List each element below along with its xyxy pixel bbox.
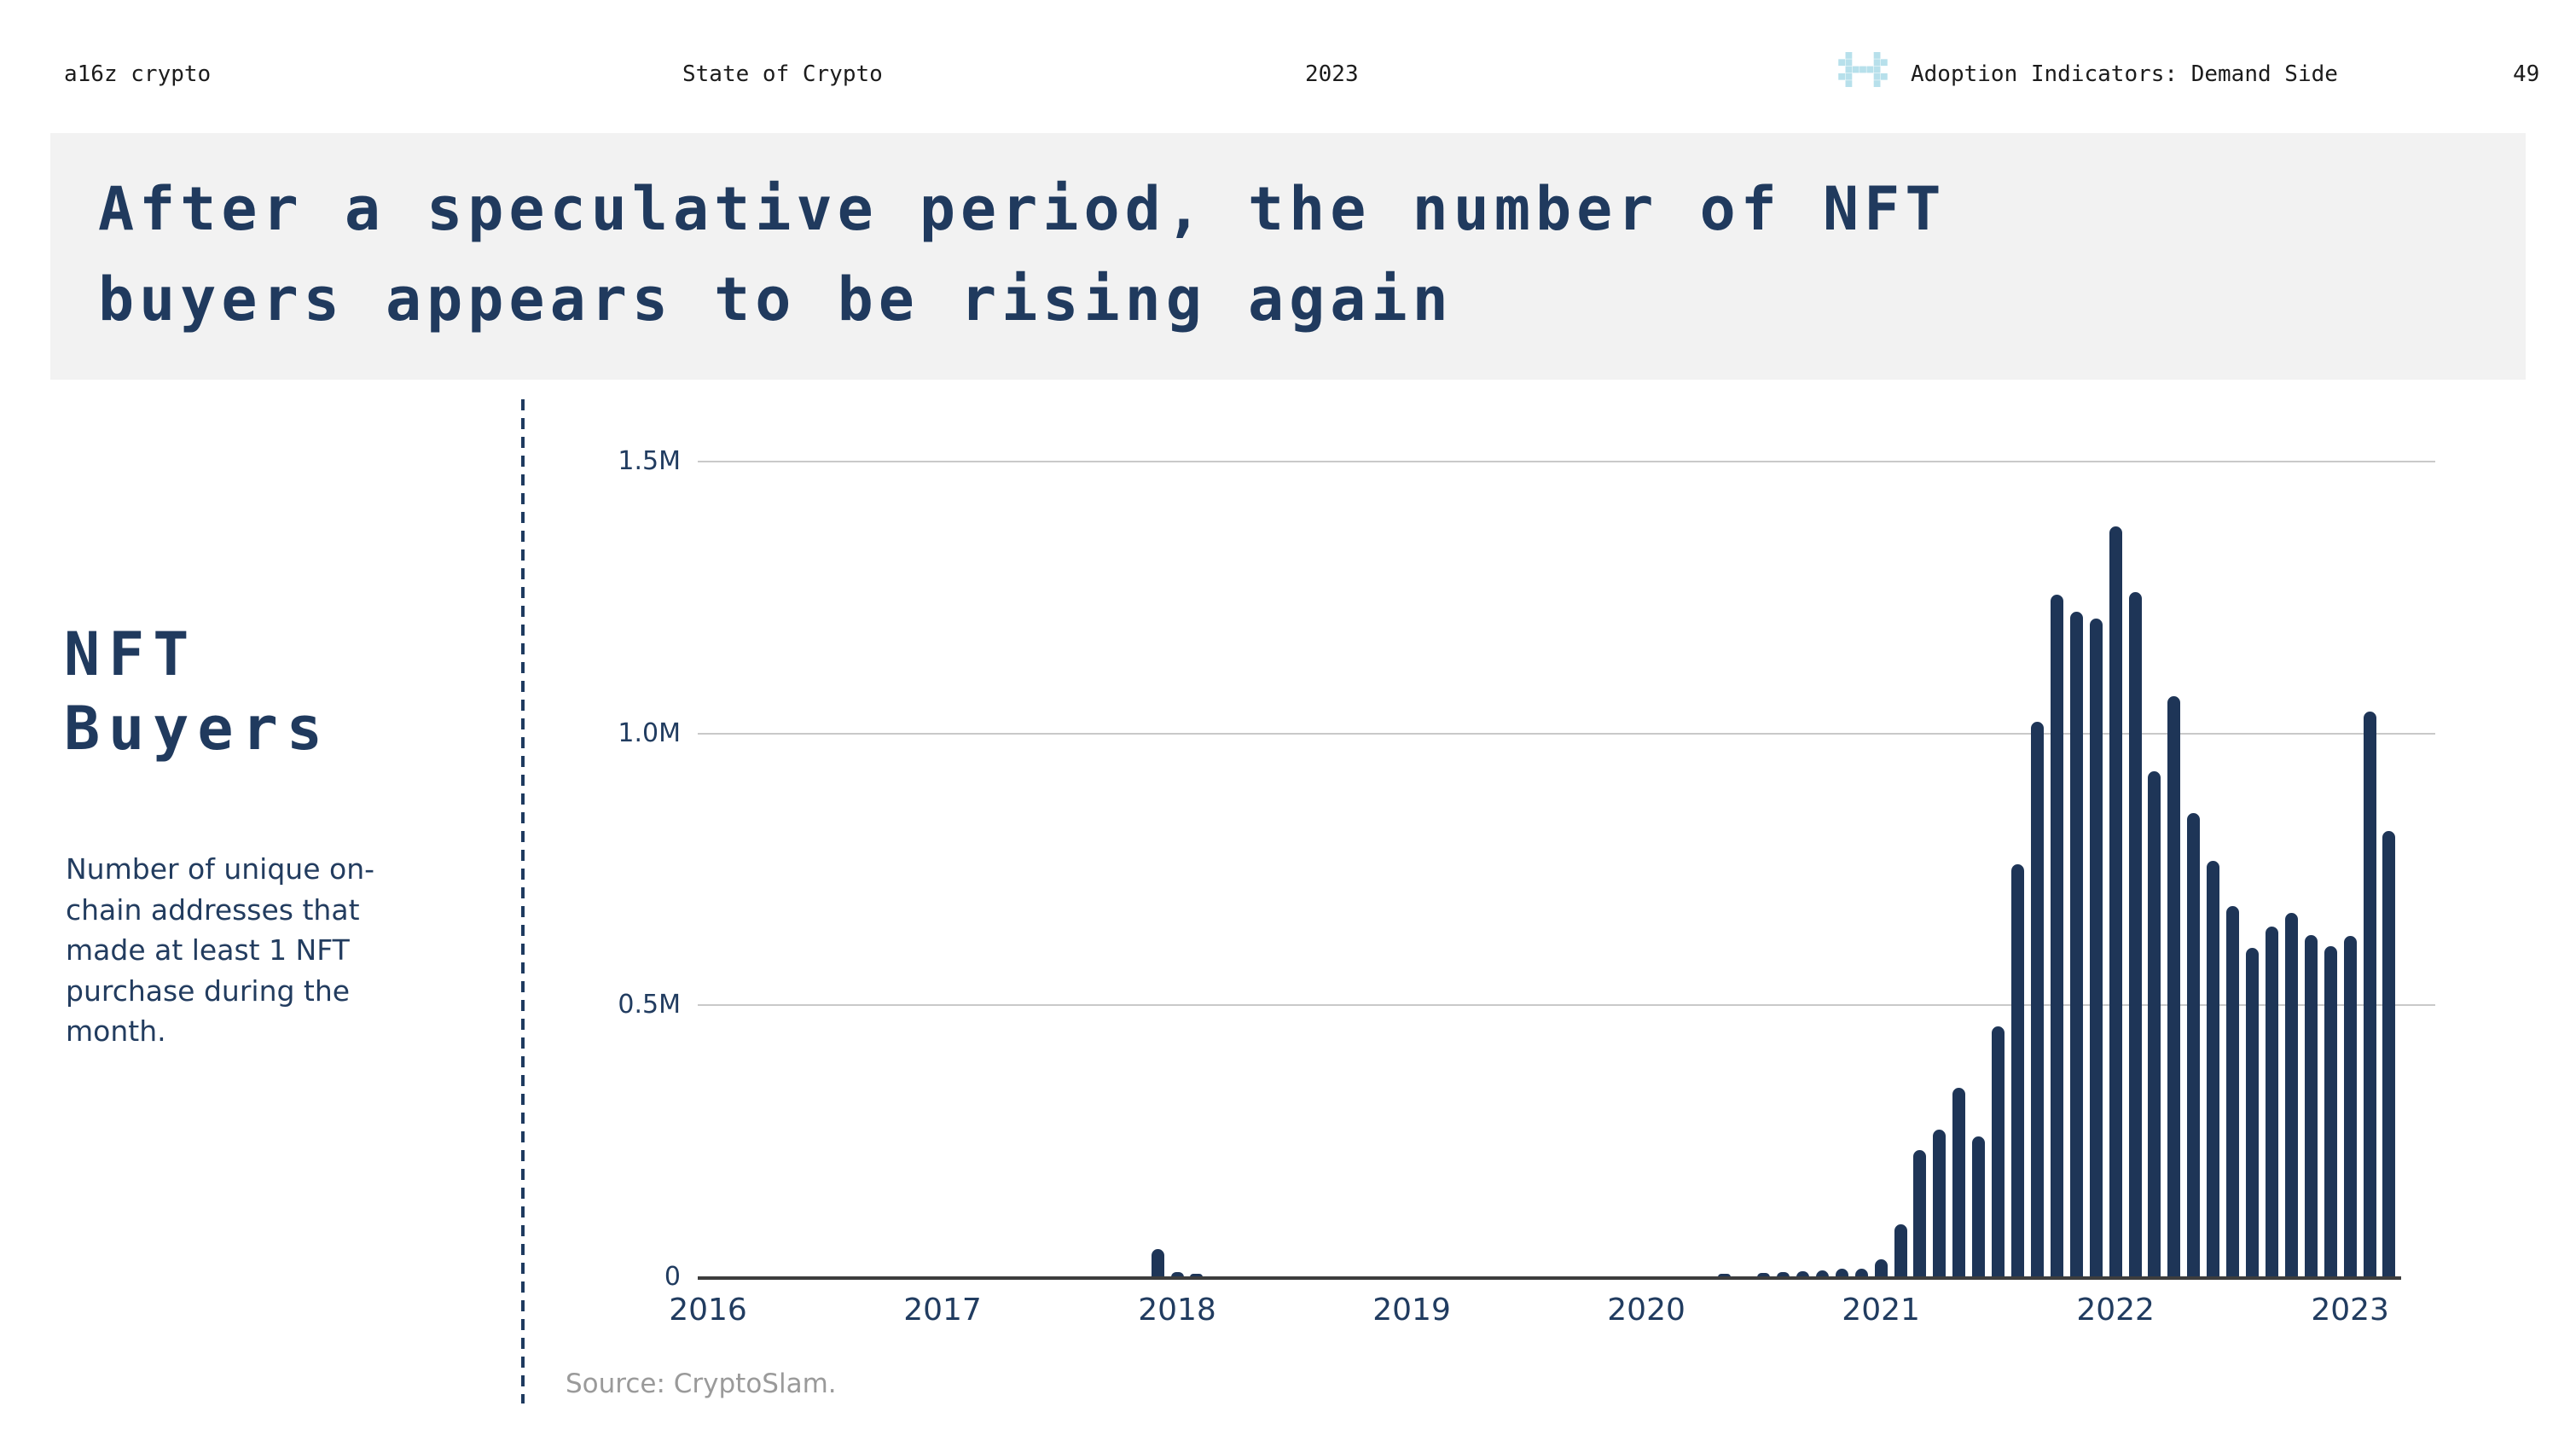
- bar-2021-07: [1992, 1026, 2005, 1277]
- bar-2021-03: [1913, 1149, 1927, 1277]
- bar-2022-09: [2265, 926, 2278, 1277]
- y-tick-0: 0: [664, 1262, 681, 1292]
- x-tick-2021: 2021: [1842, 1293, 1920, 1328]
- bar-2020-12: [1854, 1268, 1868, 1277]
- dashed-divider: [521, 399, 525, 1403]
- bar-2018-02: [1190, 1274, 1204, 1277]
- x-tick-2017: 2017: [903, 1293, 982, 1328]
- a16z-crypto-pixel-icon: [1838, 52, 1888, 87]
- bar-2021-02: [1894, 1223, 1907, 1277]
- bar-2021-01: [1874, 1258, 1888, 1277]
- slide-title-line2: buyers appears to be rising again: [98, 264, 1453, 334]
- bar-2023-03: [2382, 831, 2396, 1277]
- chart-description: Number of unique on-chain addresses that…: [66, 852, 375, 1048]
- bar-2017-12: [1151, 1248, 1164, 1277]
- bar-2022-10: [2284, 913, 2298, 1277]
- y-tick-0.5M: 0.5M: [618, 990, 681, 1020]
- plot-area: [698, 461, 2435, 1277]
- bar-2021-05: [1952, 1087, 1966, 1277]
- bar-2022-11: [2304, 935, 2318, 1277]
- report-title: State of Crypto: [682, 61, 883, 87]
- bar-2022-05: [2187, 812, 2201, 1277]
- bar-2020-05: [1718, 1273, 1732, 1277]
- x-axis-line: [698, 1276, 2401, 1280]
- bar-2021-11: [2069, 611, 2083, 1277]
- bar-2022-06: [2207, 860, 2220, 1277]
- bar-2021-06: [1972, 1136, 1986, 1277]
- x-tick-2019: 2019: [1372, 1293, 1451, 1328]
- bar-2023-01: [2343, 936, 2357, 1277]
- bar-2020-07: [1757, 1272, 1771, 1277]
- source-note: Source: CryptoSlam.: [566, 1369, 837, 1399]
- bar-2022-08: [2246, 948, 2260, 1277]
- bar-2020-10: [1815, 1270, 1829, 1277]
- bar-2022-03: [2148, 771, 2161, 1277]
- x-tick-2016: 2016: [669, 1293, 747, 1328]
- x-tick-2022: 2022: [2076, 1293, 2155, 1328]
- chart-heading: NFT Buyers: [64, 618, 331, 766]
- bar-2020-08: [1777, 1272, 1790, 1277]
- section-label: Adoption Indicators: Demand Side: [1911, 61, 2338, 87]
- bar-2021-10: [2050, 595, 2063, 1277]
- x-tick-2023: 2023: [2311, 1293, 2389, 1328]
- bar-2023-02: [2363, 712, 2376, 1277]
- slide-title-line1: After a speculative period, the number o…: [98, 174, 1947, 244]
- bar-2022-07: [2226, 905, 2240, 1277]
- bar-2020-09: [1796, 1271, 1809, 1277]
- page-number: 49: [2513, 61, 2540, 87]
- gridline-1.5M: [698, 461, 2435, 462]
- bar-2021-09: [2030, 721, 2044, 1277]
- bar-2021-12: [2089, 618, 2103, 1277]
- bar-2018-01: [1170, 1272, 1184, 1277]
- bar-2021-08: [2011, 863, 2025, 1277]
- bar-2022-01: [2109, 526, 2122, 1277]
- y-tick-1.5M: 1.5M: [618, 446, 681, 476]
- x-tick-2018: 2018: [1138, 1293, 1216, 1328]
- y-tick-1.0M: 1.0M: [618, 718, 681, 748]
- report-year: 2023: [1305, 61, 1359, 87]
- bar-2022-04: [2167, 695, 2181, 1277]
- x-tick-2020: 2020: [1607, 1293, 1685, 1328]
- gridline-1.0M: [698, 732, 2435, 735]
- bar-2021-04: [1933, 1129, 1947, 1277]
- bar-2022-02: [2128, 591, 2142, 1277]
- bar-2020-11: [1835, 1268, 1848, 1277]
- chart-heading-line2: Buyers: [64, 694, 331, 764]
- bar-2022-12: [2324, 945, 2337, 1277]
- gridline-0.5M: [698, 1004, 2435, 1007]
- title-banner: After a speculative period, the number o…: [50, 133, 2526, 380]
- chart-heading-line1: NFT: [64, 619, 198, 689]
- brand-text: a16z crypto: [64, 61, 212, 87]
